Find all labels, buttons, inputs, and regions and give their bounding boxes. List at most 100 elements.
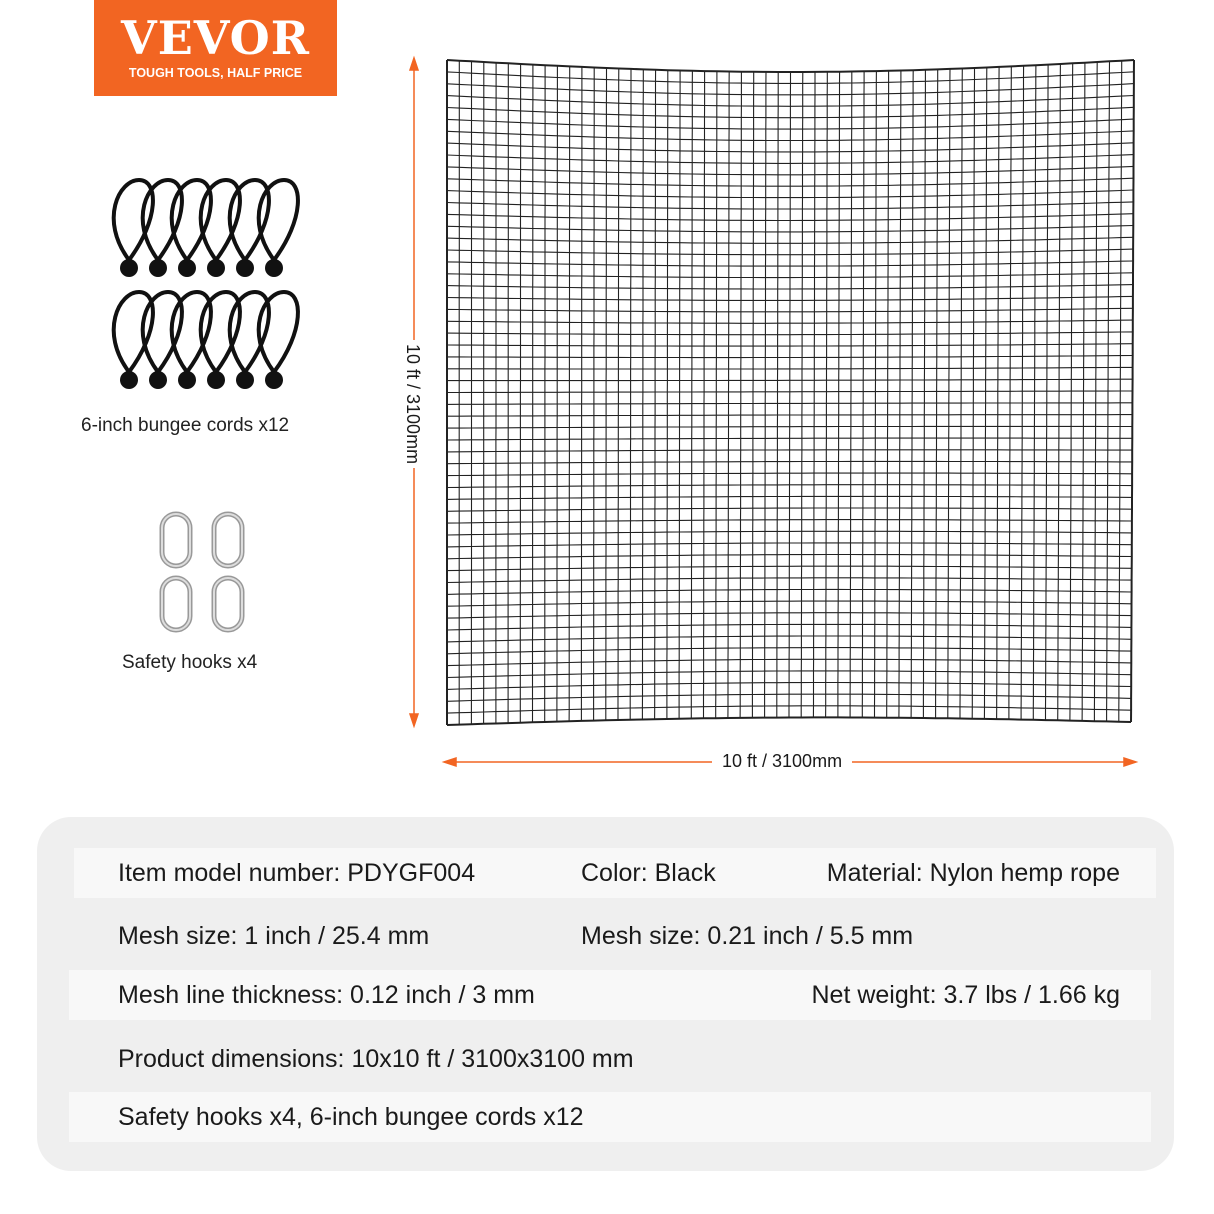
bungee-cord bbox=[227, 177, 271, 262]
net-line bbox=[837, 71, 841, 718]
net-line bbox=[702, 71, 706, 719]
net-line bbox=[605, 68, 608, 721]
net-mesh bbox=[446, 59, 1135, 726]
bungee-cord bbox=[111, 177, 155, 262]
net-line bbox=[947, 68, 951, 719]
net-line bbox=[446, 705, 1132, 714]
logo-brand: VEVOR bbox=[121, 11, 310, 65]
carabiner-highlight bbox=[213, 577, 243, 631]
net-line bbox=[1093, 61, 1098, 722]
net-line bbox=[739, 71, 742, 718]
bungee-ball bbox=[120, 259, 138, 277]
net-line bbox=[922, 69, 926, 718]
net-line bbox=[1069, 63, 1074, 721]
net-line bbox=[666, 70, 669, 719]
net-line bbox=[556, 65, 558, 722]
net-line bbox=[727, 71, 730, 719]
spec-model: Item model number: PDYGF004 bbox=[118, 859, 476, 887]
net-line bbox=[446, 635, 1132, 643]
safety-hooks-image bbox=[159, 511, 245, 633]
bungee-cord bbox=[169, 177, 213, 262]
spec-color: Color: Black bbox=[581, 859, 716, 887]
bungee-cord bbox=[256, 289, 300, 374]
bungee-cord bbox=[227, 289, 271, 374]
net-line bbox=[446, 495, 1133, 500]
net-line bbox=[935, 69, 939, 719]
net-line bbox=[446, 402, 1133, 405]
net-line bbox=[446, 658, 1132, 667]
bungee-cord bbox=[111, 289, 155, 374]
net-line bbox=[1081, 62, 1086, 721]
net-line bbox=[446, 59, 1135, 73]
height-dimension-label: 10 ft / 3100mm bbox=[402, 340, 423, 469]
bungee-cords-label: 6-inch bungee cords x12 bbox=[81, 415, 290, 436]
spec-included: Safety hooks x4, 6-inch bungee cords x12 bbox=[118, 1103, 584, 1131]
cargo-net-image bbox=[446, 59, 1135, 726]
net-line bbox=[983, 67, 988, 719]
net-line bbox=[617, 68, 620, 720]
net-line bbox=[959, 68, 963, 719]
net-line bbox=[873, 71, 877, 718]
net-line bbox=[446, 623, 1132, 631]
net-line bbox=[446, 577, 1132, 584]
net-line bbox=[678, 70, 681, 719]
bungee-ball bbox=[236, 259, 254, 277]
bungee-cord bbox=[256, 177, 300, 262]
net-line bbox=[593, 67, 595, 721]
net-line bbox=[764, 71, 767, 718]
bungee-ball bbox=[178, 371, 196, 389]
spec-row: Item model number: PDYGF004 Color: Black… bbox=[74, 848, 1156, 898]
net-line bbox=[629, 68, 632, 720]
net-line bbox=[568, 66, 571, 722]
bungee-cord bbox=[198, 177, 242, 262]
bungee-ball bbox=[265, 259, 283, 277]
net-line bbox=[446, 693, 1132, 702]
net-line bbox=[1020, 65, 1025, 720]
net-line bbox=[861, 71, 865, 718]
spec-row: Mesh line thickness: 0.12 inch / 3 mm Ne… bbox=[69, 970, 1151, 1020]
net-line bbox=[446, 612, 1132, 619]
net-line bbox=[776, 72, 779, 718]
logo-tagline: TOUGH TOOLS, HALF PRICE bbox=[128, 66, 303, 80]
spec-weight: Net weight: 3.7 lbs / 1.66 kg bbox=[811, 981, 1120, 1009]
net-line bbox=[446, 437, 1133, 441]
net-line bbox=[886, 70, 890, 718]
net-line bbox=[812, 71, 816, 718]
net-line bbox=[1057, 63, 1061, 721]
spec-mesh-size-alt: Mesh size: 0.21 inch / 5.5 mm bbox=[581, 922, 914, 950]
net-line bbox=[996, 66, 1000, 720]
bungee-ball bbox=[207, 371, 225, 389]
net-line bbox=[690, 70, 693, 719]
net-line bbox=[580, 66, 583, 721]
net-line bbox=[447, 425, 1133, 429]
net-line bbox=[446, 484, 1133, 489]
net-line bbox=[446, 460, 1133, 465]
net-line bbox=[898, 70, 902, 718]
net-line bbox=[446, 472, 1133, 477]
net-line bbox=[446, 507, 1133, 512]
net-line bbox=[446, 647, 1132, 655]
net-line bbox=[447, 414, 1133, 417]
net-line bbox=[788, 72, 792, 718]
net-line bbox=[1032, 65, 1037, 720]
bungee-cord bbox=[198, 289, 242, 374]
net-line bbox=[849, 71, 853, 718]
net-line bbox=[1008, 66, 1012, 720]
net-line bbox=[1044, 64, 1049, 721]
net-line bbox=[447, 390, 1133, 394]
net-line bbox=[446, 565, 1132, 572]
bungee-cords-image bbox=[111, 177, 300, 389]
net-line bbox=[971, 68, 976, 719]
bungee-ball bbox=[265, 371, 283, 389]
bungee-ball bbox=[149, 371, 167, 389]
spec-row: Safety hooks x4, 6-inch bungee cords x12 bbox=[69, 1092, 1151, 1142]
spec-row: Product dimensions: 10x10 ft / 3100x3100… bbox=[74, 1034, 1156, 1084]
net-line bbox=[446, 716, 1132, 726]
net-line bbox=[825, 71, 828, 718]
net-line bbox=[751, 71, 755, 718]
net-line bbox=[641, 69, 644, 720]
net-line bbox=[1106, 61, 1111, 722]
bungee-ball bbox=[236, 371, 254, 389]
net-line bbox=[910, 70, 914, 718]
carabiner-highlight bbox=[161, 513, 191, 567]
